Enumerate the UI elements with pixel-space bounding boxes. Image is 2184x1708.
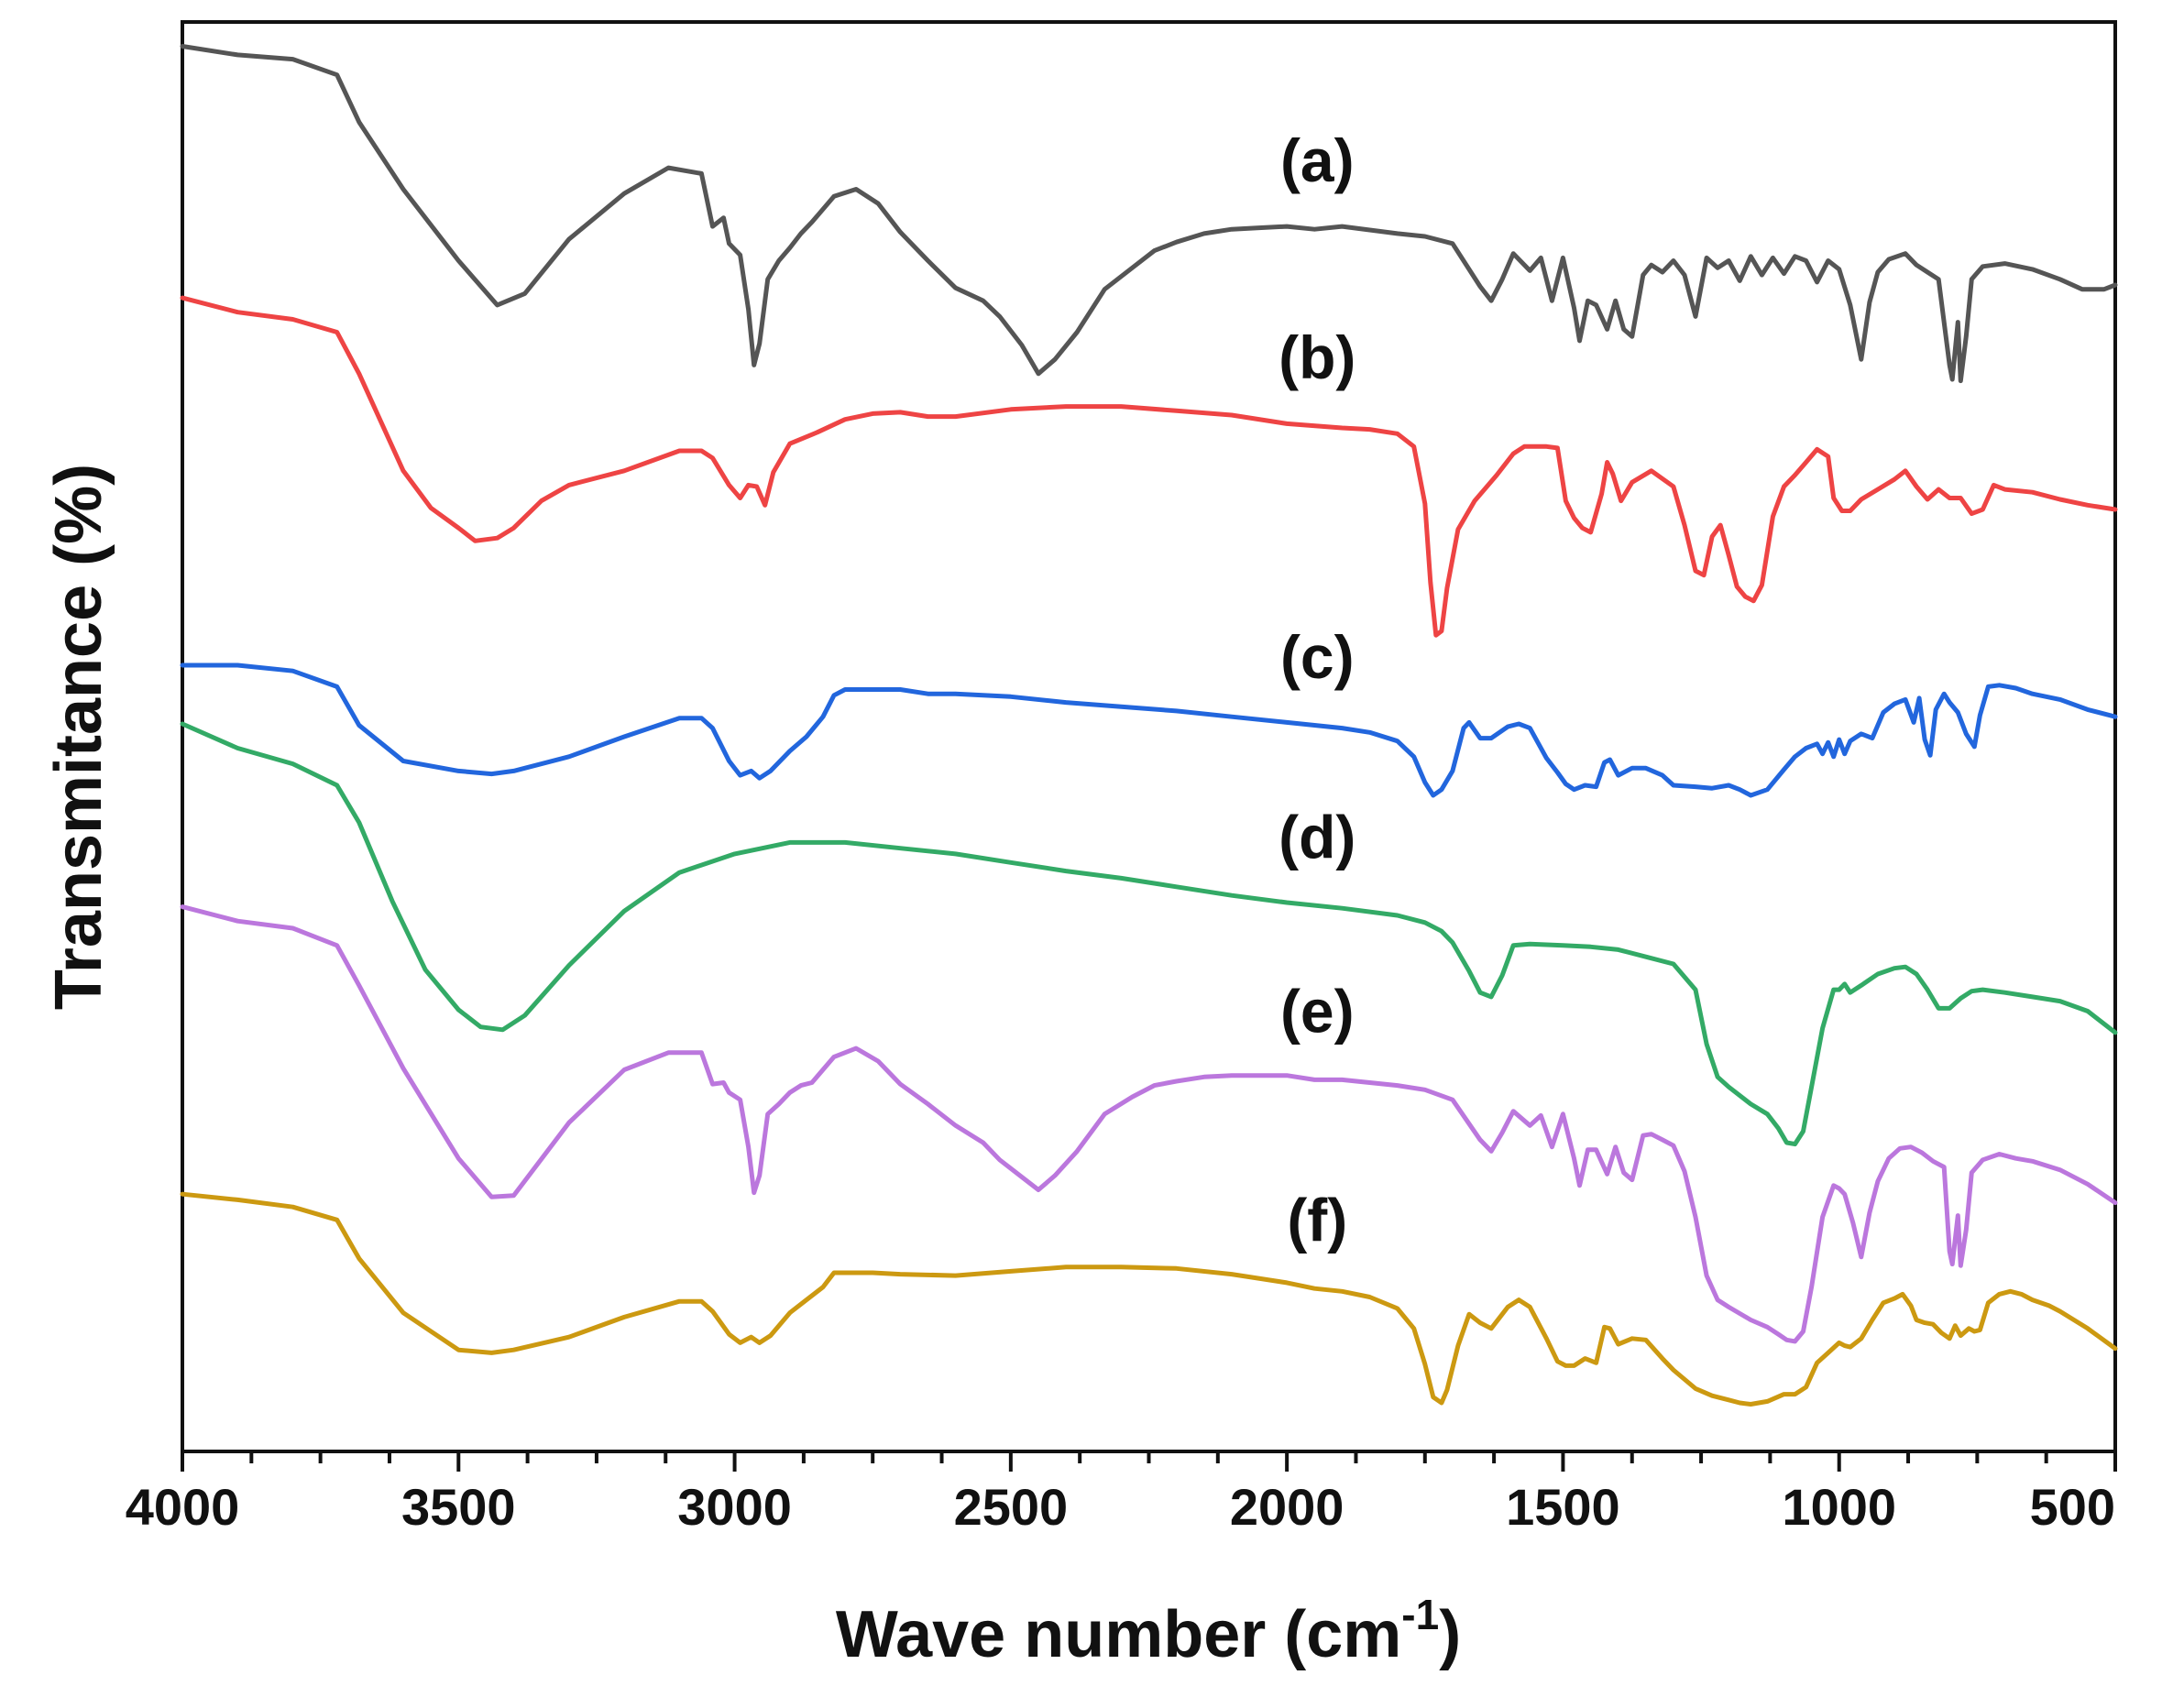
- x-axis-ticks: [181, 1451, 2117, 1472]
- series-label-f: (f): [1287, 1186, 1347, 1254]
- series-label-d: (d): [1279, 803, 1355, 870]
- series-curves: [180, 44, 2118, 1407]
- series-label-b: (b): [1279, 323, 1355, 391]
- x-axis-title: Wave number (cm-1): [836, 1591, 1461, 1671]
- series-line-d: [180, 721, 2118, 1147]
- series-line-f: [180, 1191, 2118, 1407]
- x-tick-label: 1000: [1782, 1478, 1896, 1536]
- x-tick-label: 2500: [954, 1478, 1069, 1536]
- series-labels: (a) (b) (c) (d) (e) (f): [1279, 126, 1355, 1254]
- series-label-a: (a): [1280, 126, 1355, 194]
- x-tick-label: 1500: [1506, 1478, 1620, 1536]
- x-tick-label: 500: [2030, 1478, 2115, 1536]
- x-tick-label: 2000: [1230, 1478, 1344, 1536]
- x-tick-label: 3000: [677, 1478, 792, 1536]
- series-line-a: [180, 44, 2118, 384]
- x-tick-label: 3500: [401, 1478, 516, 1536]
- series-label-c: (c): [1280, 623, 1355, 691]
- series-label-e: (e): [1280, 977, 1355, 1045]
- x-axis-tick-labels: 4000 3500 3000 2500 2000 1500 1000 500: [126, 1478, 2115, 1536]
- series-line-c: [180, 662, 2118, 798]
- series-line-b: [180, 295, 2118, 638]
- x-tick-label: 4000: [126, 1478, 240, 1536]
- y-axis-title: Transmitance (%): [42, 464, 115, 1010]
- series-line-e: [180, 904, 2118, 1344]
- plot-frame: [181, 20, 2117, 1453]
